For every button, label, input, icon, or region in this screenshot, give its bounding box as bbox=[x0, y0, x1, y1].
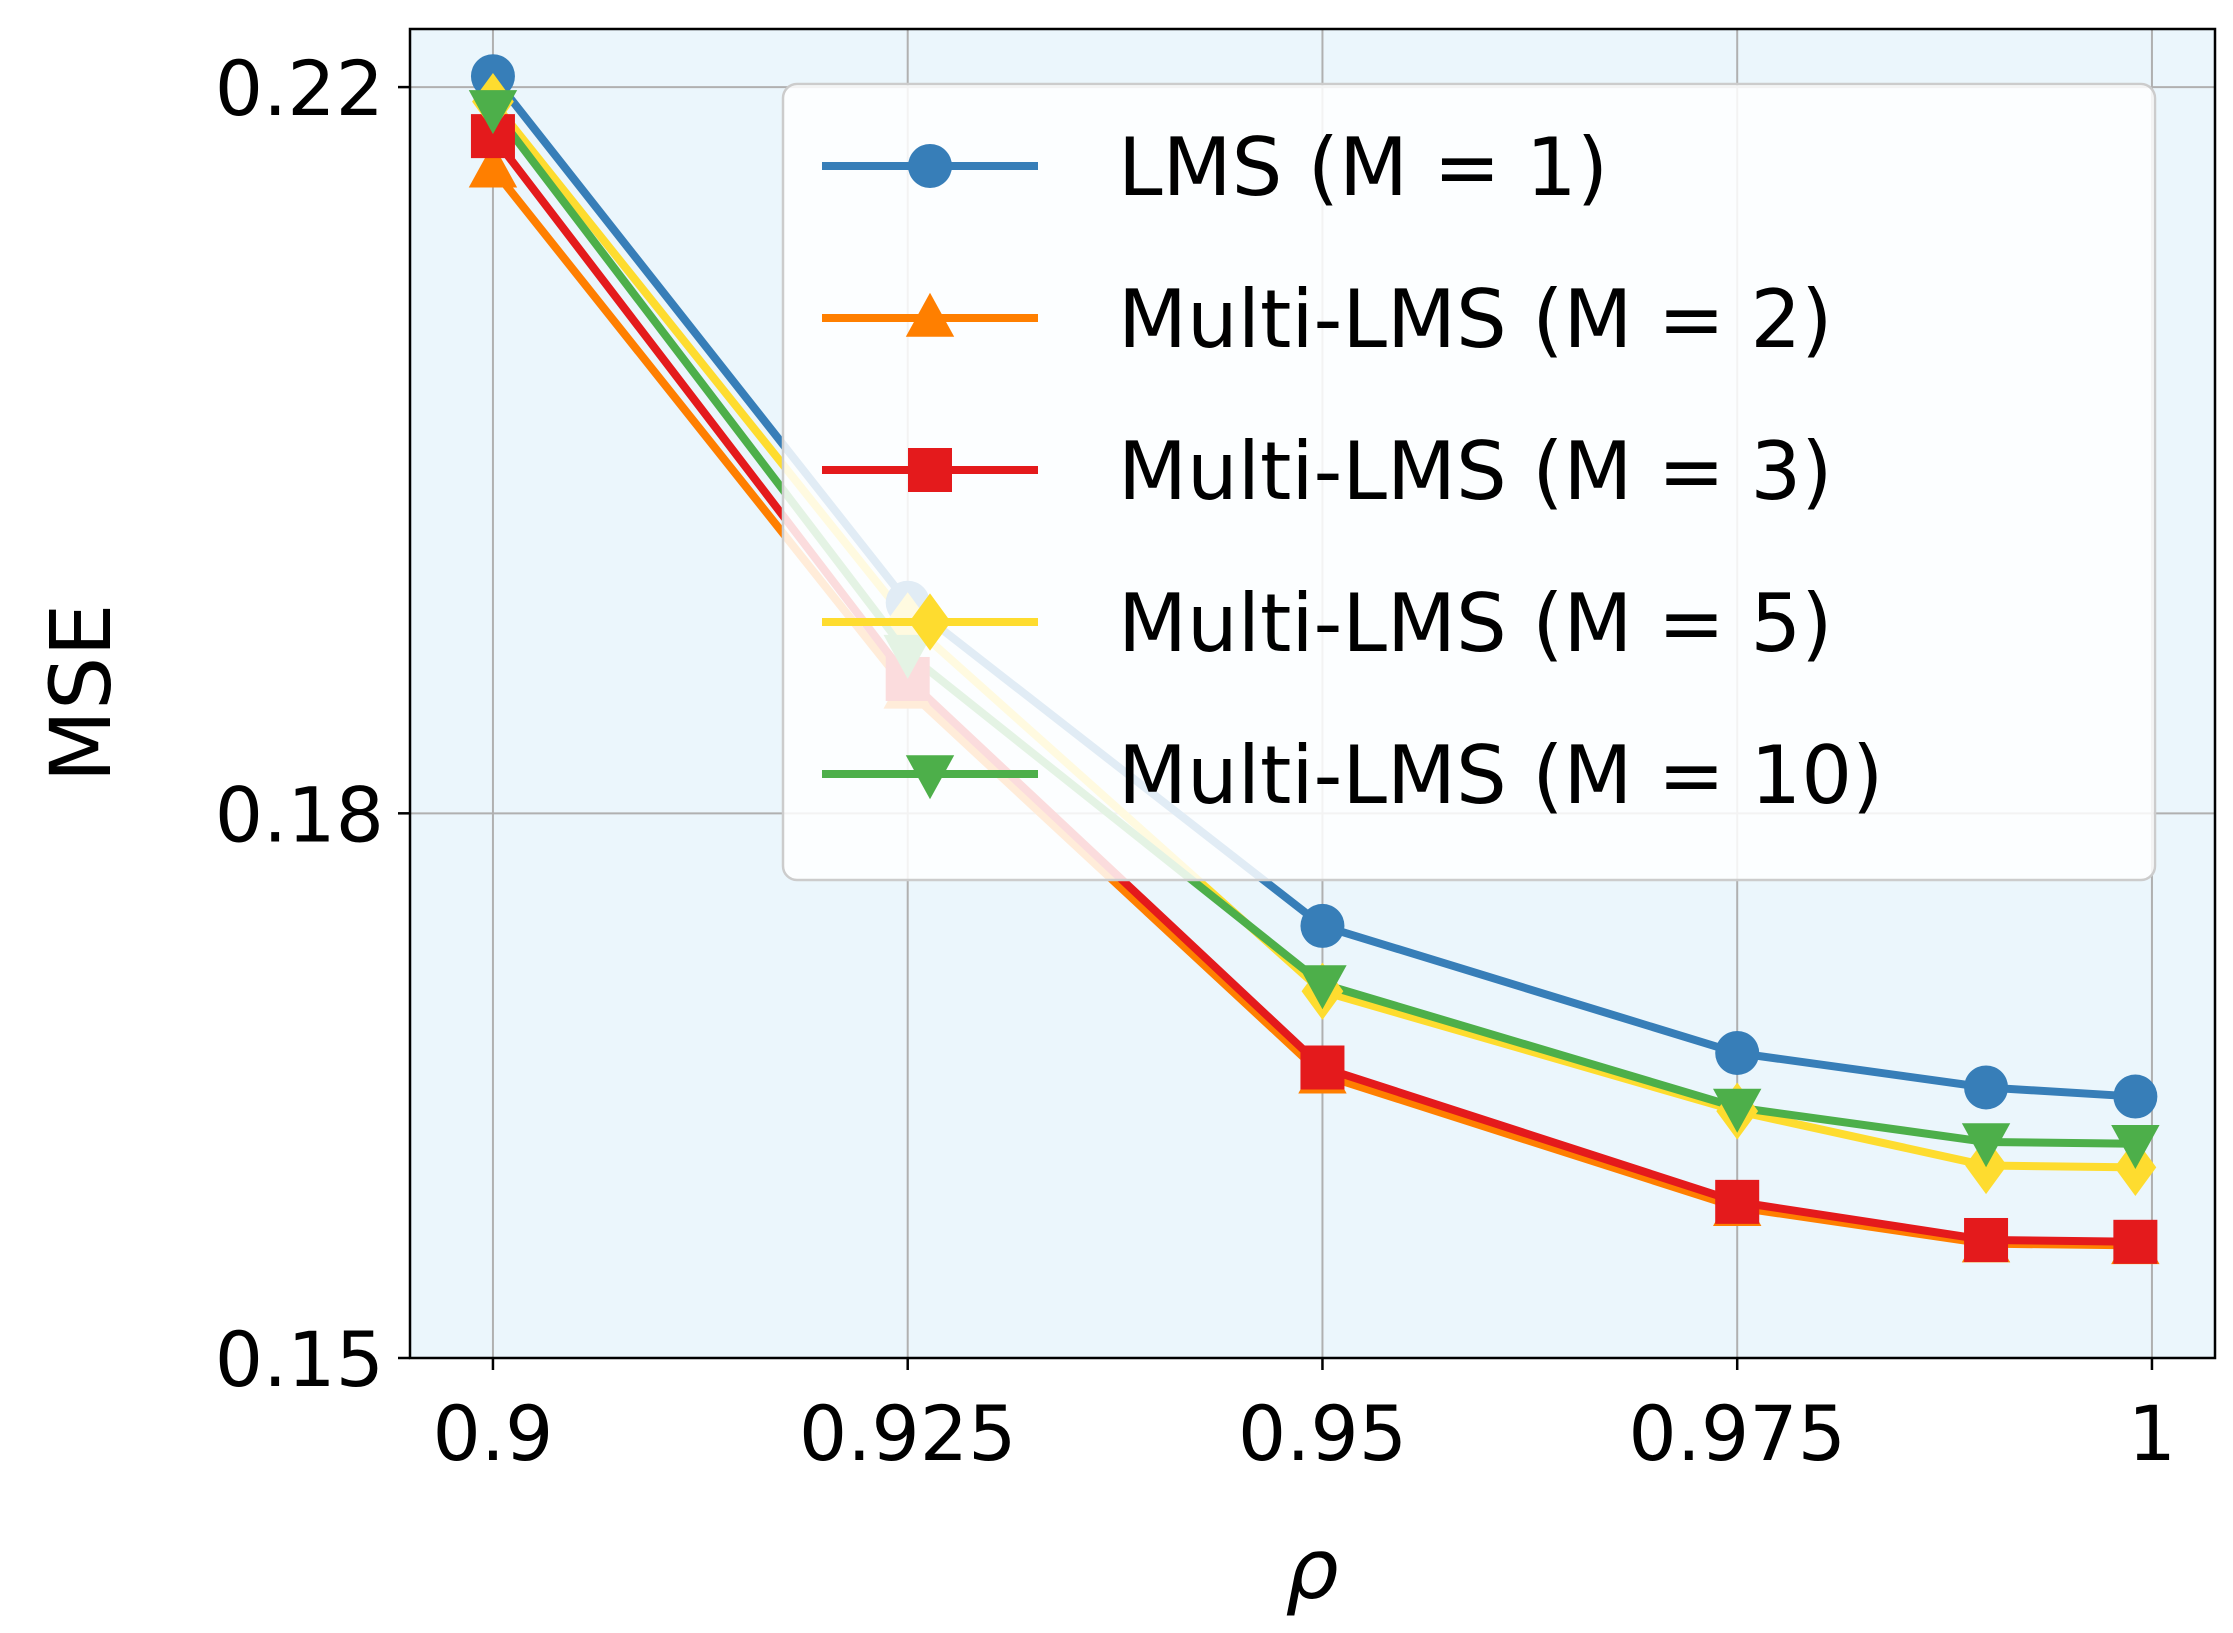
x-tick-label: 0.975 bbox=[1628, 1389, 1846, 1478]
y-axis-label: MSE bbox=[32, 604, 130, 783]
data-point-series-1 bbox=[1964, 1065, 2009, 1110]
legend-label: Multi-LMS (M = 5) bbox=[1118, 577, 1832, 670]
legend-marker bbox=[909, 593, 951, 651]
legend-marker bbox=[905, 292, 955, 337]
data-point-series-3 bbox=[2113, 1219, 2158, 1264]
x-tick-label: 1 bbox=[2128, 1389, 2176, 1478]
data-point-series-1 bbox=[2113, 1074, 2158, 1119]
axis-ticks: 0.9 0.925 0.95 0.975 1 0.15 0.18 0.22 bbox=[215, 44, 2176, 1478]
data-point-series-2 bbox=[468, 143, 518, 188]
legend-label: Multi-LMS (M = 2) bbox=[1118, 273, 1832, 366]
y-tick-label: 0.22 bbox=[215, 44, 384, 133]
x-tick-label: 0.95 bbox=[1238, 1389, 1407, 1478]
data-point-series-5 bbox=[1961, 1123, 2011, 1168]
legend-label: LMS (M = 1) bbox=[1118, 121, 1608, 214]
x-axis-label: ρ bbox=[1285, 1520, 1338, 1618]
legend-label: Multi-LMS (M = 3) bbox=[1118, 425, 1832, 518]
y-tick-label: 0.18 bbox=[215, 770, 384, 859]
legend-marker bbox=[908, 448, 952, 492]
legend-label: Multi-LMS (M = 10) bbox=[1118, 729, 1883, 822]
x-tick-label: 0.925 bbox=[799, 1389, 1017, 1478]
data-point-series-1 bbox=[1300, 903, 1345, 948]
legend-marker bbox=[908, 144, 952, 188]
legend-marker bbox=[905, 755, 955, 800]
plot-frame bbox=[408, 27, 2217, 1360]
data-point-series-5 bbox=[1298, 965, 1347, 1010]
data-point-series-5 bbox=[2111, 1125, 2160, 1170]
data-point-series-3 bbox=[1300, 1045, 1345, 1090]
data-point-series-3 bbox=[1964, 1217, 2009, 1262]
legend: LMS (M = 1) Multi-LMS (M = 2) Multi-LMS (M… bbox=[781, 82, 2157, 882]
data-point-series-5 bbox=[1713, 1088, 1762, 1133]
y-tick-label: 0.15 bbox=[215, 1315, 384, 1404]
x-tick-label: 0.9 bbox=[433, 1389, 554, 1478]
data-point-series-1 bbox=[1715, 1030, 1760, 1075]
legend-box bbox=[781, 82, 2157, 882]
data-point-series-5 bbox=[468, 90, 518, 135]
data-point-series-3 bbox=[1715, 1179, 1760, 1224]
